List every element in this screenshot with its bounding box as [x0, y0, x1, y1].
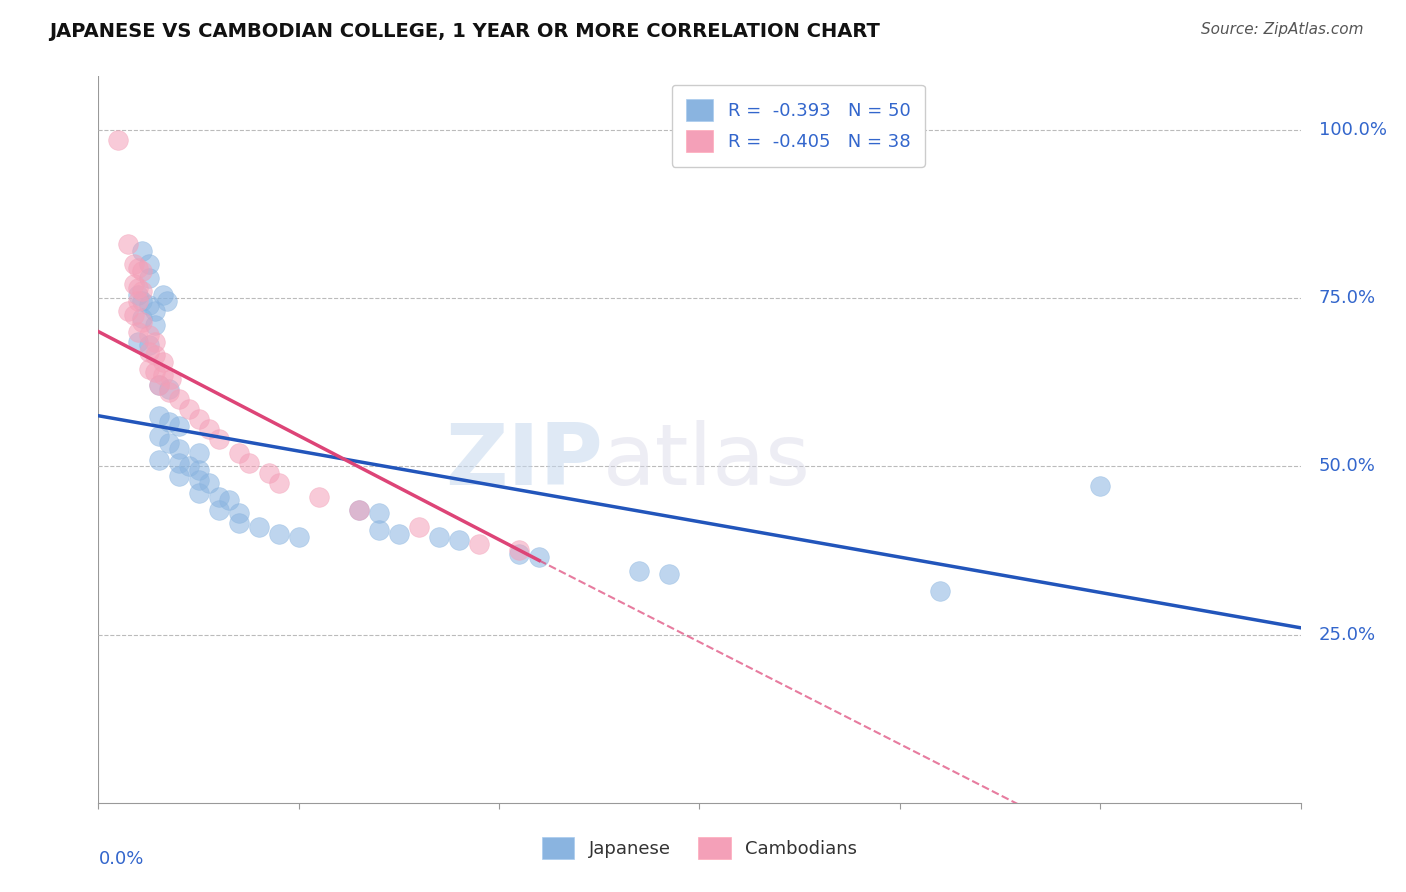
Point — [143, 304, 166, 318]
Point — [508, 547, 530, 561]
Point — [167, 442, 190, 457]
Point — [131, 311, 153, 326]
Point — [167, 392, 190, 406]
Point — [628, 564, 651, 578]
Point — [368, 507, 391, 521]
Point — [447, 533, 470, 548]
Point — [177, 402, 200, 417]
Point — [152, 368, 174, 383]
Point — [228, 446, 250, 460]
Point — [148, 378, 170, 392]
Point — [143, 334, 166, 349]
Point — [131, 294, 153, 309]
Point — [929, 583, 952, 598]
Point — [347, 503, 370, 517]
Point — [143, 348, 166, 362]
Point — [208, 503, 231, 517]
Point — [187, 462, 209, 476]
Point — [143, 365, 166, 379]
Point — [468, 536, 491, 550]
Point — [187, 446, 209, 460]
Point — [187, 473, 209, 487]
Text: JAPANESE VS CAMBODIAN COLLEGE, 1 YEAR OR MORE CORRELATION CHART: JAPANESE VS CAMBODIAN COLLEGE, 1 YEAR OR… — [49, 22, 880, 41]
Point — [138, 344, 160, 359]
Point — [267, 476, 290, 491]
Point — [257, 466, 280, 480]
Point — [247, 520, 270, 534]
Point — [427, 530, 450, 544]
Text: 50.0%: 50.0% — [1319, 458, 1375, 475]
Point — [117, 237, 139, 252]
Text: 0.0%: 0.0% — [98, 850, 143, 868]
Point — [124, 308, 146, 322]
Point — [288, 530, 311, 544]
Point — [117, 304, 139, 318]
Point — [187, 486, 209, 500]
Point — [529, 550, 551, 565]
Text: 25.0%: 25.0% — [1319, 625, 1375, 643]
Point — [128, 260, 150, 275]
Point — [128, 287, 150, 301]
Point — [157, 385, 180, 400]
Point — [107, 133, 129, 147]
Point — [143, 318, 166, 332]
Point — [148, 378, 170, 392]
Point — [167, 469, 190, 483]
Point — [368, 523, 391, 537]
Point — [155, 294, 177, 309]
Point — [131, 264, 153, 278]
Point — [152, 287, 174, 301]
Point — [157, 416, 180, 430]
Point — [124, 257, 146, 271]
Point — [187, 412, 209, 426]
Point — [152, 355, 174, 369]
Text: Source: ZipAtlas.com: Source: ZipAtlas.com — [1201, 22, 1364, 37]
Point — [128, 281, 150, 295]
Point — [148, 429, 170, 443]
Point — [128, 294, 150, 309]
Point — [208, 490, 231, 504]
Point — [228, 507, 250, 521]
Point — [148, 409, 170, 423]
Text: ZIP: ZIP — [446, 419, 603, 502]
Point — [128, 325, 150, 339]
Point — [408, 520, 430, 534]
Point — [131, 314, 153, 328]
Point — [138, 257, 160, 271]
Point — [128, 334, 150, 349]
Point — [159, 372, 181, 386]
Text: atlas: atlas — [603, 419, 811, 502]
Point — [177, 459, 200, 474]
Point — [131, 284, 153, 298]
Point — [228, 516, 250, 531]
Point — [138, 328, 160, 343]
Point — [197, 422, 219, 436]
Point — [218, 492, 240, 507]
Point — [1088, 479, 1111, 493]
Point — [508, 543, 530, 558]
Point — [131, 244, 153, 258]
Point — [167, 418, 190, 433]
Point — [388, 526, 411, 541]
Text: 100.0%: 100.0% — [1319, 120, 1386, 138]
Point — [347, 503, 370, 517]
Point — [197, 476, 219, 491]
Point — [167, 456, 190, 470]
Point — [148, 452, 170, 467]
Point — [138, 338, 160, 352]
Point — [124, 277, 146, 292]
Legend: Japanese, Cambodians: Japanese, Cambodians — [534, 830, 865, 866]
Point — [208, 432, 231, 446]
Point — [138, 361, 160, 376]
Point — [138, 298, 160, 312]
Point — [238, 456, 260, 470]
Point — [267, 526, 290, 541]
Text: 75.0%: 75.0% — [1319, 289, 1375, 307]
Point — [138, 270, 160, 285]
Point — [157, 382, 180, 396]
Point — [157, 435, 180, 450]
Point — [308, 490, 330, 504]
Point — [658, 566, 681, 581]
